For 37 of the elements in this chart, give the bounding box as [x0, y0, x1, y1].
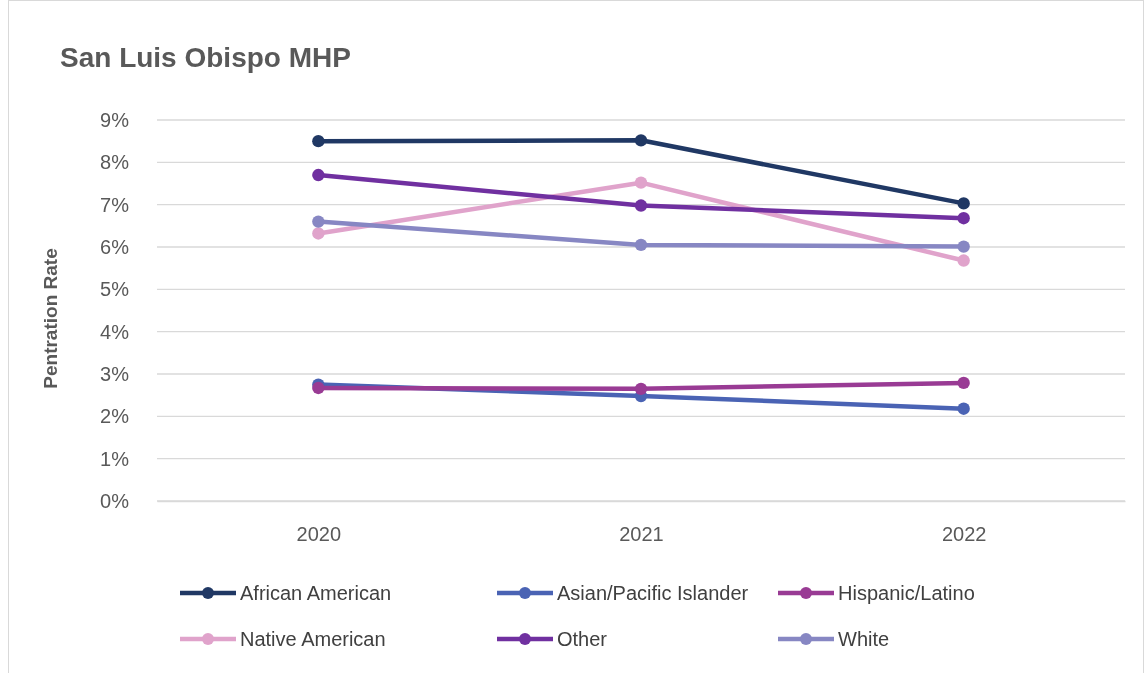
legend-label: Native American [240, 628, 386, 650]
y-tick-label: 9% [100, 108, 130, 131]
y-tick-label: 7% [100, 193, 130, 216]
legend-label: Asian/Pacific Islander [557, 582, 749, 604]
point [312, 215, 325, 228]
point [634, 382, 648, 395]
y-tick-label: 4% [100, 320, 130, 343]
point [312, 168, 325, 182]
point [312, 381, 325, 395]
point [634, 238, 648, 252]
y-tick-label: 0% [100, 489, 130, 512]
y-tick-label: 2% [100, 405, 130, 428]
x-tick-label: 2020 [296, 523, 342, 546]
x-tick-label: 2021 [619, 523, 664, 546]
y-tick-label: 1% [100, 447, 130, 470]
point [312, 227, 325, 240]
legend-label: Hispanic/Latino [838, 582, 975, 604]
point [957, 240, 970, 253]
y-tick-label: 3% [100, 362, 130, 385]
x-tick-label: 2022 [941, 523, 987, 546]
y-tick-label: 8% [100, 151, 130, 174]
y-tick-label: 6% [100, 235, 130, 258]
point [634, 176, 648, 189]
legend-label: Other [557, 628, 608, 650]
y-tick-label: 5% [100, 278, 130, 301]
legend-label: White [838, 628, 890, 650]
point [957, 376, 970, 390]
point [634, 134, 648, 147]
point [957, 197, 970, 210]
point [957, 254, 970, 267]
y-axis-title: Pentration Rate [40, 248, 61, 389]
point [634, 199, 648, 212]
chart-title: San Luis Obispo MHP [60, 42, 351, 73]
point [957, 212, 970, 225]
point [957, 402, 970, 415]
legend-label: African American [240, 582, 392, 604]
point [312, 135, 325, 148]
